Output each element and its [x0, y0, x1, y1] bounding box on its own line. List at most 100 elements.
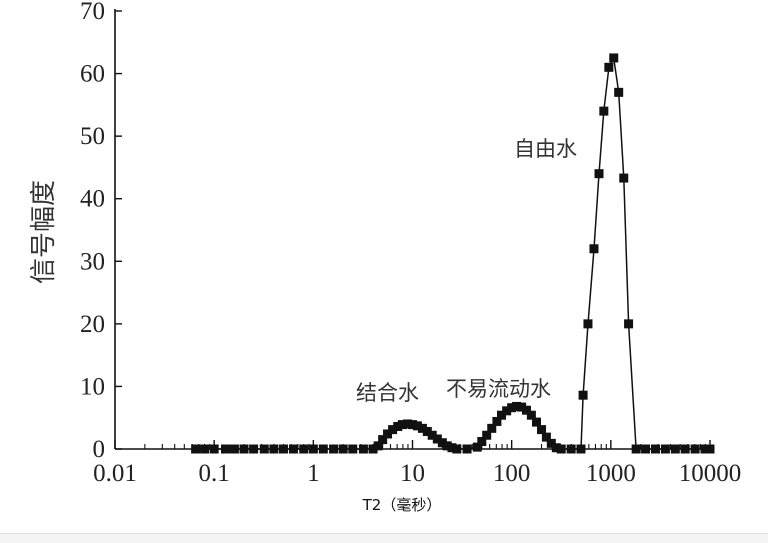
data-point	[288, 444, 298, 454]
data-point	[512, 401, 522, 411]
data-point	[348, 444, 358, 454]
data-point	[604, 62, 614, 72]
data-point	[614, 87, 624, 97]
data-point	[609, 53, 619, 63]
data-point	[589, 244, 599, 254]
data-point	[705, 444, 715, 454]
data-point	[239, 444, 249, 454]
data-point	[452, 444, 462, 454]
data-point	[599, 106, 609, 116]
data-point	[191, 444, 201, 454]
data-series	[191, 53, 715, 454]
data-point	[482, 430, 492, 440]
data-point	[492, 416, 502, 426]
data-point	[358, 444, 368, 454]
data-point	[690, 444, 700, 454]
data-point	[680, 444, 690, 454]
data-point	[393, 421, 403, 431]
y-tick-label: 20	[80, 311, 105, 338]
data-point	[338, 444, 348, 454]
data-point	[521, 405, 531, 415]
data-point	[209, 444, 219, 454]
data-point	[594, 169, 604, 179]
data-point	[229, 444, 239, 454]
data-point	[631, 444, 641, 454]
data-point	[308, 444, 318, 454]
x-tick-label: 1000	[586, 460, 636, 487]
data-point	[412, 421, 422, 431]
annotation-bound-water: 结合水	[356, 381, 419, 405]
data-point	[660, 444, 670, 454]
data-point	[408, 420, 417, 430]
data-point	[249, 444, 259, 454]
data-point	[507, 403, 517, 413]
data-point	[556, 444, 566, 454]
data-point	[442, 441, 452, 451]
data-point	[220, 444, 230, 454]
data-point	[578, 390, 588, 400]
data-point	[670, 444, 680, 454]
data-point	[566, 444, 576, 454]
data-point	[437, 438, 447, 448]
y-tick-label: 60	[80, 61, 105, 88]
data-point	[532, 417, 541, 427]
data-point	[318, 444, 328, 454]
data-point	[576, 444, 586, 454]
x-tick-label: 10	[400, 460, 425, 487]
data-point	[487, 423, 497, 433]
data-point	[269, 444, 279, 454]
x-tick-label: 10000	[679, 460, 742, 487]
x-tick-label: 0.1	[199, 460, 230, 487]
y-axis-label: 信号幅度	[29, 180, 59, 284]
data-point	[619, 173, 629, 183]
data-point	[383, 429, 393, 439]
data-point	[537, 425, 547, 435]
data-point	[517, 402, 527, 412]
data-point	[432, 434, 442, 444]
data-point	[546, 438, 556, 448]
data-point	[329, 444, 339, 454]
y-tick-label: 30	[80, 248, 105, 275]
data-point	[427, 430, 437, 440]
axes: 0 10 20 30 40 50 60 70 0.01 0.1 1 10 100 1000 10000	[80, 0, 741, 487]
y-tick-label: 70	[80, 0, 105, 25]
x-tick-label: 1	[307, 460, 320, 487]
data-point	[462, 444, 472, 454]
data-point	[278, 444, 288, 454]
x-tick-label: 100	[493, 460, 531, 487]
data-point	[397, 420, 407, 430]
y-tick-label: 50	[80, 123, 105, 150]
data-point	[259, 444, 269, 454]
data-point	[447, 443, 457, 453]
data-point	[502, 406, 512, 416]
data-point	[551, 443, 561, 453]
data-point	[477, 436, 487, 446]
data-point	[299, 444, 309, 454]
data-point	[378, 435, 388, 445]
annotation-free-water: 自由水	[514, 137, 577, 161]
data-point	[541, 432, 551, 442]
data-point	[497, 410, 507, 420]
data-point	[388, 425, 398, 435]
data-point	[583, 319, 593, 329]
data-point	[641, 444, 651, 454]
y-tick-label: 0	[93, 436, 106, 463]
data-point	[700, 444, 710, 454]
data-point	[422, 426, 432, 436]
data-point	[200, 444, 210, 454]
data-point	[472, 442, 482, 452]
bottom-strip	[0, 533, 768, 543]
y-tick-label: 10	[80, 373, 105, 400]
data-point	[373, 441, 383, 451]
annotation-immobile-water: 不易流动水	[446, 377, 551, 401]
data-point	[417, 423, 427, 433]
data-point	[402, 419, 412, 429]
y-tick-label: 40	[80, 186, 105, 213]
data-point	[368, 444, 378, 454]
data-point	[650, 444, 660, 454]
x-axis-label: T2（毫秒）	[362, 496, 442, 514]
data-point	[526, 410, 536, 420]
data-point	[624, 319, 634, 329]
